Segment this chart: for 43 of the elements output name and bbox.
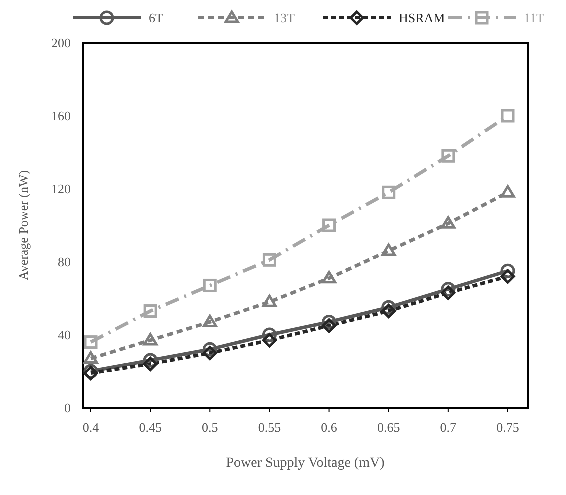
point — [500, 269, 516, 284]
point — [322, 318, 337, 334]
y-tick-label: 80 — [58, 254, 71, 270]
text: 6T — [149, 10, 164, 26]
text: HSRAM — [399, 10, 446, 26]
point — [500, 185, 516, 198]
y-tick-label: 120 — [52, 182, 71, 197]
point — [442, 149, 456, 163]
y-tick-label: 0 — [64, 400, 71, 416]
point — [262, 294, 277, 308]
y-tick-label: 160 — [52, 108, 71, 124]
point — [144, 304, 158, 318]
x-tick-label: 0.4 — [82, 420, 100, 435]
text: 11T — [524, 10, 545, 26]
point — [322, 271, 337, 284]
point — [382, 186, 396, 200]
point — [143, 333, 158, 346]
x-tick-label: 0.5 — [202, 420, 218, 435]
point — [441, 216, 456, 229]
point — [84, 351, 98, 364]
y-tick-label: 200 — [52, 36, 71, 51]
point — [203, 278, 217, 292]
x-tick-label: 0.65 — [377, 420, 400, 435]
x-tick-label: 0.7 — [440, 420, 458, 435]
text: 13T — [274, 10, 295, 26]
point — [382, 304, 396, 319]
point — [202, 346, 218, 360]
point — [262, 333, 277, 348]
y-tick-label: 40 — [58, 328, 71, 343]
point — [84, 336, 98, 350]
x-tick-label: 0.55 — [258, 420, 282, 435]
point — [202, 314, 218, 328]
point — [322, 218, 336, 232]
x-tick-label: 0.45 — [139, 420, 162, 435]
point — [143, 356, 158, 372]
x-tick-label: 0.6 — [321, 420, 338, 435]
y-axis-title: Average Power (nW) — [16, 170, 31, 281]
point — [382, 244, 396, 256]
point — [262, 253, 276, 267]
point — [501, 109, 515, 123]
x-axis-title: Power Supply Voltage (mV) — [226, 456, 386, 471]
x-tick-label: 0.75 — [496, 420, 520, 435]
point — [441, 286, 456, 300]
